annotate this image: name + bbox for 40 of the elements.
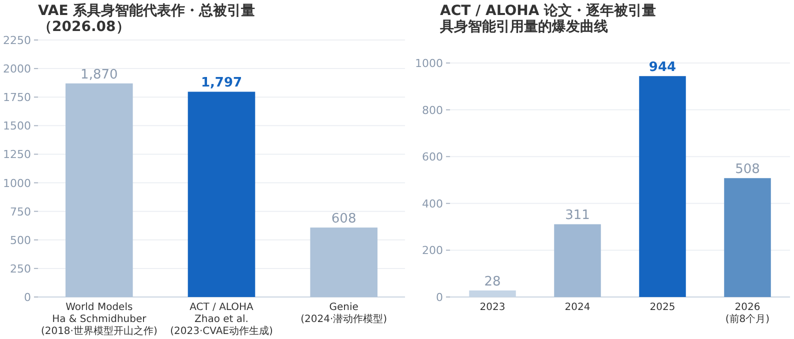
x-tick-label: 2026 (前8个月): [725, 302, 770, 325]
y-tick-label: 1000: [415, 57, 443, 70]
y-tick-label: 2000: [3, 62, 31, 76]
data-label: 1,797: [200, 76, 242, 91]
data-label: 28: [484, 274, 501, 290]
y-tick-label: 200: [422, 244, 443, 258]
x-tick-label: Genie (2024·潜动作模型): [300, 302, 388, 325]
data-label: 508: [735, 162, 760, 178]
y-tick-label: 1500: [3, 120, 31, 133]
chart-title: ACT / ALOHA 论文・逐年被引量: [440, 2, 656, 19]
bar: [66, 83, 133, 297]
y-tick-label: 0: [24, 291, 31, 304]
chart-subtitle: 具身智能引用量的爆发曲线: [439, 19, 608, 35]
y-tick-label: 1750: [3, 91, 31, 104]
data-label: 944: [648, 60, 676, 76]
bar: [310, 228, 378, 297]
y-tick-label: 400: [422, 197, 443, 210]
y-tick-label: 600: [422, 150, 443, 164]
x-tick-label: 2025: [650, 302, 676, 313]
bar: [554, 224, 601, 297]
x-tick-label: World Models Ha & Schmidhuber (2018·世界模型开山之作): [40, 302, 158, 337]
y-tick-label: 250: [10, 262, 31, 276]
y-tick-label: 1250: [3, 148, 31, 162]
data-label: 1,870: [80, 67, 118, 82]
y-tick-label: 0: [436, 291, 443, 304]
chart-title: VAE 系具身智能代表作・总被引量: [38, 2, 256, 19]
y-tick-label: 750: [10, 205, 31, 218]
y-tick-label: 800: [422, 104, 443, 117]
bar: [639, 76, 686, 297]
chart-subtitle: （2026.08）: [38, 19, 130, 35]
bar: [188, 92, 256, 297]
data-label: 608: [331, 212, 356, 227]
bar: [724, 178, 771, 297]
y-tick-label: 1000: [3, 176, 31, 190]
data-label: 311: [565, 208, 590, 224]
x-tick-label: ACT / ALOHA Zhao et al. (2023·CVAE动作生成): [170, 302, 273, 337]
x-tick-label: 2023: [480, 302, 506, 313]
y-tick-label: 2250: [3, 34, 31, 47]
y-tick-label: 500: [10, 234, 31, 247]
x-tick-label: 2024: [564, 302, 590, 313]
